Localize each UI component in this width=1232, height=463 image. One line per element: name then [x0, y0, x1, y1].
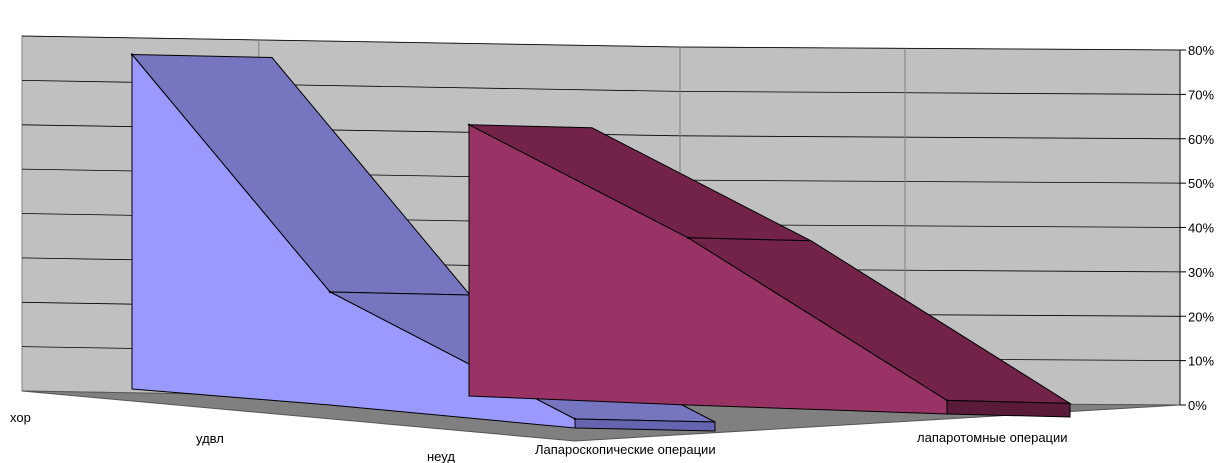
y-tick-label: 70% — [1188, 87, 1214, 102]
y-tick-label: 50% — [1188, 176, 1214, 191]
y-tick-label: 40% — [1188, 221, 1214, 236]
axes — [1179, 49, 1186, 406]
series-group — [130, 53, 1072, 432]
y-tick-label: 30% — [1188, 265, 1214, 280]
series-1-point-2 — [945, 399, 949, 402]
series-0-point-1 — [328, 290, 332, 294]
series-0-point-2 — [573, 417, 577, 421]
series-0-point-0 — [130, 53, 134, 56]
series-1-point-1 — [686, 236, 690, 239]
category-label-1: удвл — [196, 431, 224, 446]
series-label-0: Лапароскопические операции — [535, 442, 716, 457]
category-label-0: хор — [10, 410, 31, 425]
y-tick-label: 80% — [1188, 43, 1214, 58]
series-1 — [467, 123, 1072, 418]
series-1-end-cap — [946, 399, 1071, 418]
y-tick-label: 60% — [1188, 132, 1214, 147]
series-label-1: лапаротомные операции — [917, 430, 1068, 445]
category-label-2: неуд — [427, 449, 455, 463]
y-tick-label: 20% — [1188, 309, 1214, 324]
series-1-point-0 — [467, 123, 471, 127]
y-tick-label: 0% — [1188, 398, 1207, 413]
labels: 0% 10% 20% 30% 40% 50% 60% 70% 80% Лапароскопичес… — [10, 43, 1214, 463]
y-tick-label: 10% — [1188, 354, 1214, 369]
